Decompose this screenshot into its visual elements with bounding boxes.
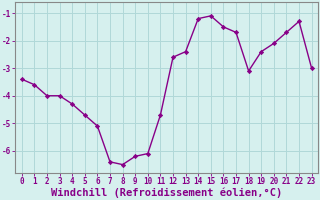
X-axis label: Windchill (Refroidissement éolien,°C): Windchill (Refroidissement éolien,°C) [51, 187, 282, 198]
